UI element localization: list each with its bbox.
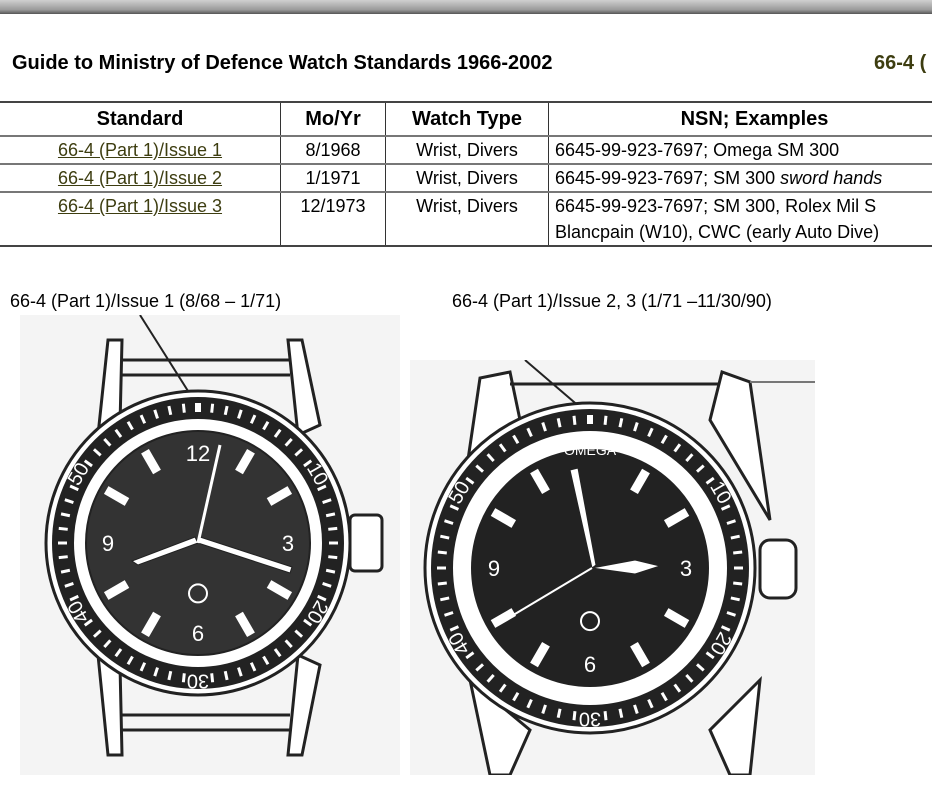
table-header-row: Standard Mo/Yr Watch Type NSN; Examples — [0, 102, 932, 136]
nsn-cell: 6645-99-923-7697; Omega SM 300 — [548, 135, 932, 164]
dial-numeral: 9 — [102, 531, 114, 556]
nsn-italic: sword hands — [780, 168, 883, 188]
nsn-cell: 6645-99-923-7697; SM 300, Rolex Mil S Bla… — [548, 191, 932, 246]
dial-numeral: 9 — [488, 556, 500, 581]
column-header: Watch Type — [385, 102, 549, 136]
nsn-text-line2: Blancpain (W10), CWC (early Auto Dive) — [555, 222, 880, 242]
table-row: 66-4 (Part 1)/Issue 3 12/1973 Wrist, Div… — [0, 191, 932, 246]
column-header: NSN; Examples — [548, 102, 932, 136]
dial-brand-text: OMEGA — [564, 442, 617, 458]
dial-numeral: 3 — [680, 556, 692, 581]
table-row: 66-4 (Part 1)/Issue 1 8/1968 Wrist, Dive… — [0, 135, 932, 164]
section-code: 66-4 ( — [874, 52, 927, 74]
column-header: Standard — [96, 108, 184, 130]
column-header: Mo/Yr — [280, 102, 386, 136]
page-title: Guide to Ministry of Defence Watch Stand… — [12, 52, 553, 74]
standards-table: Standard Mo/Yr Watch Type NSN; Examples … — [0, 101, 932, 247]
nsn-text: 6645-99-923-7697; Omega SM 300 — [555, 140, 840, 160]
type-cell: Wrist, Divers — [385, 163, 549, 192]
nsn-cell: 6645-99-923-7697; SM 300 sword hands — [548, 163, 932, 192]
standard-link[interactable]: 66-4 (Part 1)/Issue 2 — [57, 168, 223, 188]
type-cell: Wrist, Divers — [385, 135, 549, 164]
figure-caption-2: 66-4 (Part 1)/Issue 2, 3 (1/71 –11/30/90… — [452, 291, 772, 311]
bezel-numeral: 30 — [579, 708, 601, 730]
moyr-cell: 8/1968 — [280, 135, 386, 164]
dial-numeral: 6 — [584, 652, 596, 677]
type-cell: Wrist, Divers — [385, 191, 549, 246]
moyr-cell: 1/1971 — [280, 163, 386, 192]
nsn-text: 6645-99-923-7697; SM 300, Rolex Mil S — [555, 196, 877, 216]
standard-link[interactable]: 66-4 (Part 1)/Issue 1 — [57, 140, 223, 160]
dial-numeral: 6 — [192, 621, 204, 646]
moyr-cell: 12/1973 — [280, 191, 386, 246]
standard-link[interactable]: 66-4 (Part 1)/Issue 3 — [57, 196, 223, 216]
window-top-bar — [0, 0, 932, 14]
bezel-numeral: 30 — [187, 670, 209, 692]
table-row: 66-4 (Part 1)/Issue 2 1/1971 Wrist, Dive… — [0, 163, 932, 192]
dial-numeral: 12 — [186, 441, 210, 466]
figure-caption-1: 66-4 (Part 1)/Issue 1 (8/68 – 1/71) — [10, 291, 282, 311]
nsn-text: 6645-99-923-7697; SM 300 — [555, 168, 781, 188]
dial-numeral: 3 — [282, 531, 294, 556]
